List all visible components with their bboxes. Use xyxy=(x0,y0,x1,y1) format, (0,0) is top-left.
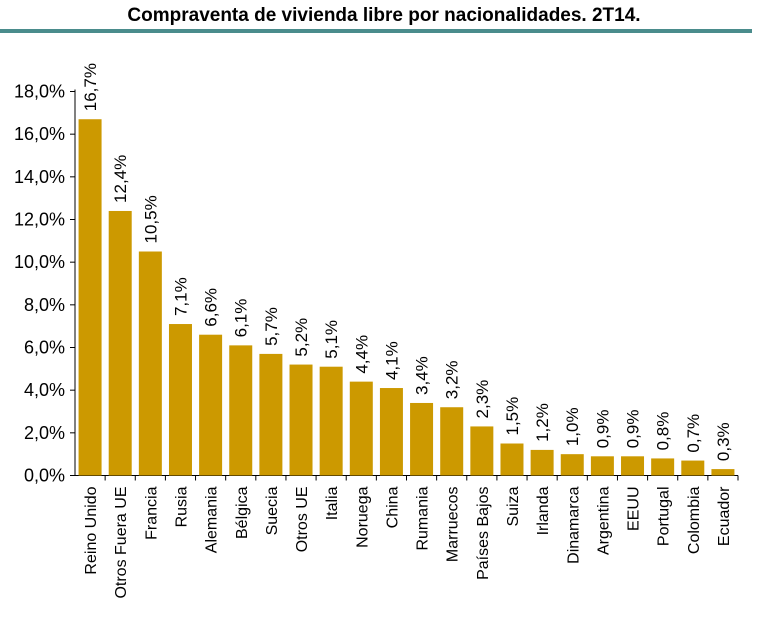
data-labels: 16,7% 12,4% 10,5% 7,1% 6,6% 6,1% 5,7% 5,2% 5,1% 4… xyxy=(81,63,733,461)
title-rule xyxy=(0,29,752,33)
bar xyxy=(379,388,403,476)
bars xyxy=(78,119,735,476)
bar xyxy=(168,324,192,476)
category-label: Irlanda xyxy=(535,486,552,535)
category-label: Países Bajos xyxy=(475,487,492,580)
category-label: Suecia xyxy=(264,486,281,535)
category-label: Colombia xyxy=(686,486,703,554)
y-tick-label: 16,0% xyxy=(14,124,65,144)
data-label: 6,6% xyxy=(202,288,221,327)
bar xyxy=(711,469,735,476)
category-label: Argentina xyxy=(595,486,612,555)
y-tick-label: 8,0% xyxy=(24,295,65,315)
data-label: 3,4% xyxy=(413,356,432,395)
category-label: EEUU xyxy=(626,487,643,531)
category-label: Italia xyxy=(324,486,341,520)
data-label: 7,1% xyxy=(171,277,190,316)
data-label: 0,3% xyxy=(714,422,733,461)
data-label: 1,2% xyxy=(533,403,552,442)
category-label: China xyxy=(384,486,401,528)
category-label: Suiza xyxy=(505,486,522,526)
bar xyxy=(560,454,584,476)
category-label: Marruecos xyxy=(445,487,462,563)
data-label: 4,1% xyxy=(382,341,401,380)
category-label: Otros Fuera UE xyxy=(113,487,130,599)
data-label: 10,5% xyxy=(141,195,160,243)
y-tick-label: 14,0% xyxy=(14,167,65,187)
data-label: 5,1% xyxy=(322,320,341,359)
category-label: Francia xyxy=(143,486,160,539)
data-label: 12,4% xyxy=(111,155,130,203)
bar xyxy=(470,426,494,476)
chart-title: Compraventa de vivienda libre por nacion… xyxy=(127,5,641,26)
data-label: 0,7% xyxy=(684,414,703,453)
bar xyxy=(590,456,614,476)
category-label: Rumania xyxy=(415,486,432,550)
bar xyxy=(199,334,223,476)
y-tick-label: 18,0% xyxy=(14,82,65,102)
data-label: 3,2% xyxy=(443,360,462,399)
bar xyxy=(621,456,645,476)
category-label: Bélgica xyxy=(234,486,251,539)
data-label: 6,1% xyxy=(232,299,251,338)
data-label: 5,7% xyxy=(262,307,281,346)
data-label: 0,9% xyxy=(593,410,612,449)
data-label: 1,5% xyxy=(503,397,522,436)
bar xyxy=(229,345,253,476)
bar xyxy=(289,364,313,476)
bar xyxy=(410,402,434,476)
data-label: 0,8% xyxy=(654,412,673,451)
data-label: 0,9% xyxy=(624,410,643,449)
y-tick-label: 6,0% xyxy=(24,338,65,358)
data-label: 5,2% xyxy=(292,318,311,357)
category-label: Otros UE xyxy=(294,487,311,553)
bar xyxy=(440,407,464,476)
data-label: 4,4% xyxy=(352,335,371,374)
category-label: Ecuador xyxy=(716,486,733,546)
category-label: Reino Unido xyxy=(83,486,100,574)
bar xyxy=(349,381,373,476)
category-label: Portugal xyxy=(656,487,673,547)
bar xyxy=(651,458,675,476)
y-tick-label: 2,0% xyxy=(24,423,65,443)
data-label: 2,3% xyxy=(473,380,492,419)
data-label: 1,0% xyxy=(563,407,582,446)
y-tick-label: 4,0% xyxy=(24,380,65,400)
category-label: Rusia xyxy=(173,486,190,527)
data-label: 16,7% xyxy=(81,63,100,111)
bar xyxy=(78,119,102,476)
category-label: Dinamarca xyxy=(565,486,582,563)
y-tick-label: 10,0% xyxy=(14,252,65,272)
bar xyxy=(108,210,132,476)
bar xyxy=(259,353,283,476)
y-tick-label: 12,0% xyxy=(14,210,65,230)
category-label: Alemania xyxy=(204,486,221,553)
bar xyxy=(530,449,554,476)
bar xyxy=(681,460,705,476)
category-label: Noruega xyxy=(354,486,371,547)
bar xyxy=(500,443,524,476)
y-tick-label: 0,0% xyxy=(24,466,65,486)
bar xyxy=(319,366,343,476)
bar xyxy=(138,251,162,476)
category-labels: Reino Unido Otros Fuera UE Francia Rusia Ale… xyxy=(83,486,733,599)
